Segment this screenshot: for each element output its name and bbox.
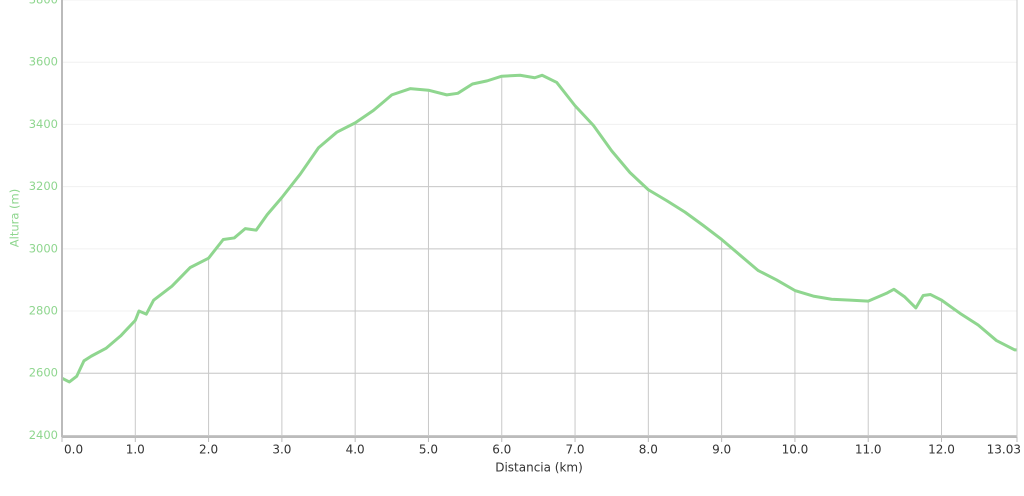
x-tick-label: 8.0 bbox=[639, 443, 658, 457]
y-tick-label: 3600 bbox=[29, 55, 58, 69]
x-tick-label: 11.0 bbox=[855, 443, 882, 457]
x-tick-label: 13.03 bbox=[987, 443, 1021, 457]
x-tick-label: 9.0 bbox=[712, 443, 731, 457]
x-tick-label: 4.0 bbox=[346, 443, 365, 457]
x-axis-label: Distancia (km) bbox=[495, 461, 583, 475]
x-tick-label: 2.0 bbox=[199, 443, 218, 457]
grid-under bbox=[62, 75, 1017, 437]
x-tick-label: 3.0 bbox=[272, 443, 291, 457]
y-tick-label: 2800 bbox=[29, 304, 58, 318]
x-tick-label: 0.0 bbox=[64, 443, 83, 457]
y-tick-label: 2400 bbox=[29, 428, 58, 442]
y-tick-label: 3400 bbox=[29, 117, 58, 131]
x-tick-label: 7.0 bbox=[565, 443, 584, 457]
elevation-line bbox=[61, 73, 1017, 384]
x-tick-label: 6.0 bbox=[492, 443, 511, 457]
x-tick-label: 10.0 bbox=[782, 443, 809, 457]
x-tick-label: 5.0 bbox=[419, 443, 438, 457]
y-tick-label: 3000 bbox=[29, 241, 58, 255]
x-tick-label: 12.0 bbox=[928, 443, 955, 457]
y-tick-label: 3200 bbox=[29, 179, 58, 193]
y-axis-label: Altura (m) bbox=[8, 189, 22, 247]
y-tick-label: 2600 bbox=[29, 366, 58, 380]
x-tick-label: 1.0 bbox=[126, 443, 145, 457]
y-tick-label: 3800 bbox=[29, 0, 58, 7]
